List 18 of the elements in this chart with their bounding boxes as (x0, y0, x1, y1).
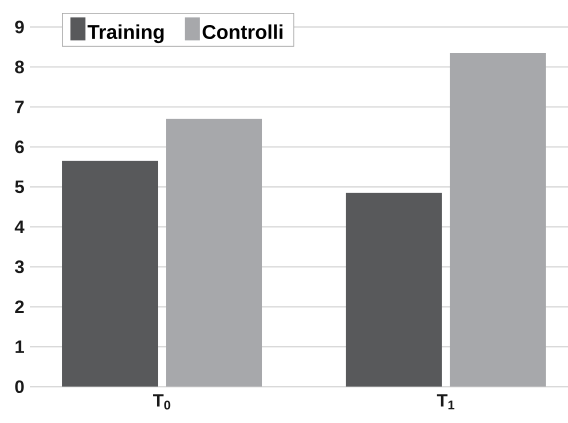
y-tick-label: 2 (15, 300, 24, 314)
y-tick-label: 1 (16, 340, 24, 353)
y-tick-label: 8 (15, 60, 24, 74)
x-tick-label: T$_{1}$ (436, 394, 454, 410)
y-tick-label: 0 (15, 380, 24, 394)
bar (62, 160, 158, 387)
bar (166, 118, 262, 387)
legend-label: Training (88, 24, 164, 44)
y-tick-label: 7 (15, 100, 24, 114)
y-tick-label: 9 (15, 20, 24, 34)
x-tick-label: T$_{0}$ (153, 394, 170, 410)
legend-label: Controlli (202, 24, 282, 40)
y-tick-label: 6 (15, 140, 24, 154)
bar (346, 192, 442, 387)
bar (450, 52, 546, 387)
y-tick-label: 3 (14, 260, 24, 274)
y-tick-label: 4 (14, 220, 24, 234)
y-tick-label: 5 (15, 180, 24, 194)
